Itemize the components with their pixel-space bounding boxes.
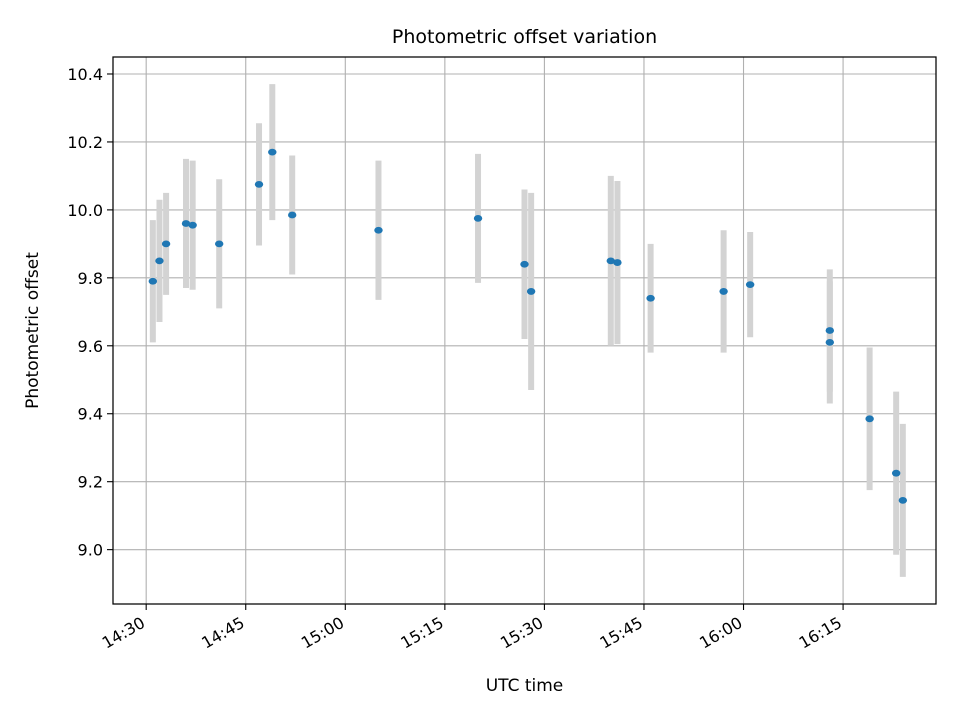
data-point [526, 288, 536, 295]
y-tick-label: 10.4 [67, 65, 103, 84]
data-point [898, 496, 908, 504]
data-point [891, 469, 901, 477]
data-point [161, 240, 171, 248]
y-tick-label: 9.8 [78, 269, 103, 288]
x-axis-label: UTC time [486, 676, 564, 696]
data-points [148, 148, 908, 504]
y-tick-label: 9.2 [78, 473, 103, 492]
data-point [606, 257, 615, 265]
plot-frame [112, 56, 937, 605]
y-tick-label: 9.4 [78, 405, 103, 424]
data-point [254, 181, 264, 188]
y-axis-label: Photometric offset [23, 252, 43, 409]
data-point [825, 327, 835, 334]
data-point [613, 259, 622, 266]
data-point [865, 415, 874, 423]
y-tick-label: 10.2 [67, 133, 103, 152]
data-point [745, 281, 755, 289]
data-point [825, 338, 835, 346]
data-point [520, 260, 529, 268]
data-point [473, 214, 483, 222]
y-tick-label: 10.0 [67, 201, 103, 220]
y-tick-label: 9.0 [78, 541, 103, 560]
data-point [181, 220, 191, 227]
data-point [719, 288, 728, 295]
data-point [155, 257, 164, 265]
data-point [646, 294, 655, 302]
data-point [188, 221, 197, 229]
data-point [288, 211, 297, 219]
y-axis-ticks: 9.0 9.2 9.4 9.6 9.8 10.0 10.2 10.4 [67, 65, 113, 560]
data-point [268, 148, 277, 156]
data-point [374, 226, 383, 234]
y-tick-label: 9.6 [78, 337, 103, 356]
data-point [148, 277, 158, 285]
chart-title: Photometric offset variation [392, 26, 657, 48]
data-point [214, 240, 224, 248]
